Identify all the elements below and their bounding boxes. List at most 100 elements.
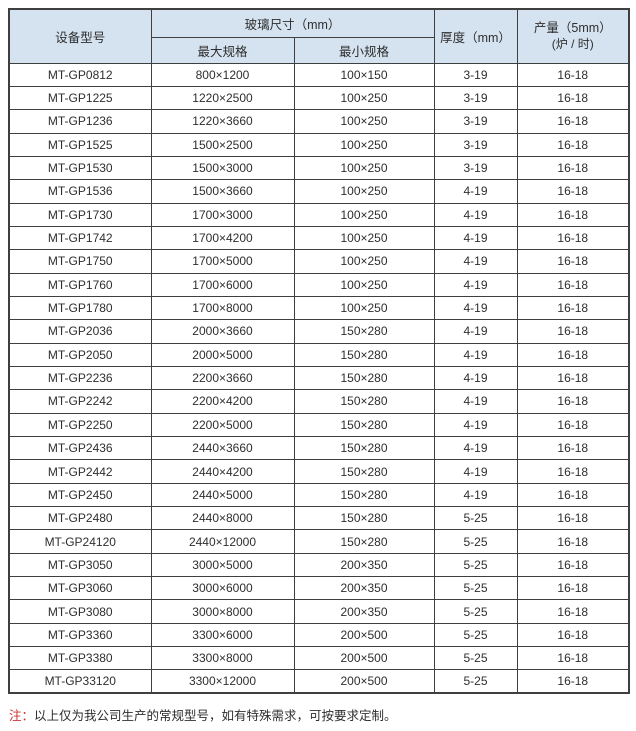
cell-model: MT-GP1236	[8, 109, 152, 134]
table-row: MT-GP1742 1700×4200 100×250 4-19 16-18	[8, 225, 630, 251]
cell-thickness: 5-25	[433, 506, 518, 531]
cell-min: 100×250	[293, 109, 435, 134]
cell-max: 2000×5000	[150, 342, 295, 367]
cell-min: 100×250	[293, 132, 435, 157]
cell-model: MT-GP1536	[8, 179, 152, 204]
cell-max: 800×1200	[150, 62, 295, 87]
cell-max: 1700×3000	[150, 202, 295, 227]
cell-thickness: 5-25	[433, 552, 518, 578]
cell-model: MT-GP1730	[8, 202, 152, 227]
cell-output: 16-18	[516, 109, 630, 134]
cell-min: 200×500	[293, 622, 435, 648]
cell-output: 16-18	[516, 132, 630, 157]
cell-min: 150×280	[293, 482, 435, 508]
cell-min: 100×150	[293, 62, 435, 87]
table-row: MT-GP0812 800×1200 100×150 3-19 16-18	[8, 62, 630, 87]
cell-max: 1220×2500	[150, 85, 295, 111]
cell-min: 150×280	[293, 459, 435, 484]
cell-output: 16-18	[516, 365, 630, 391]
table-row: MT-GP1536 1500×3660 100×250 4-19 16-18	[8, 179, 630, 204]
cell-min: 150×280	[293, 365, 435, 391]
cell-thickness: 5-25	[433, 529, 518, 554]
cell-output: 16-18	[516, 622, 630, 648]
cell-thickness: 4-19	[433, 412, 518, 438]
cell-max: 1500×2500	[150, 132, 295, 157]
cell-max: 1500×3660	[150, 179, 295, 204]
cell-min: 200×500	[293, 669, 435, 694]
cell-output: 16-18	[516, 249, 630, 274]
cell-thickness: 3-19	[433, 155, 518, 181]
cell-max: 1220×3660	[150, 109, 295, 134]
cell-model: MT-GP1225	[8, 85, 152, 111]
cell-thickness: 4-19	[433, 459, 518, 484]
cell-model: MT-GP1525	[8, 132, 152, 157]
table-body: MT-GP0812 800×1200 100×150 3-19 16-18 MT-GP12…	[8, 62, 630, 694]
table-row: MT-GP2050 2000×5000 150×280 4-19 16-18	[8, 342, 630, 367]
cell-thickness: 4-19	[433, 179, 518, 204]
cell-model: MT-GP2242	[8, 389, 152, 414]
cell-model: MT-GP2250	[8, 412, 152, 438]
cell-output: 16-18	[516, 155, 630, 181]
cell-model: MT-GP3050	[8, 552, 152, 578]
cell-model: MT-GP0812	[8, 62, 152, 87]
cell-model: MT-GP2436	[8, 435, 152, 461]
cell-thickness: 4-19	[433, 365, 518, 391]
cell-thickness: 4-19	[433, 435, 518, 461]
footnote-prefix: 注：	[9, 709, 35, 723]
cell-output: 16-18	[516, 62, 630, 87]
table-row: MT-GP2236 2200×3660 150×280 4-19 16-18	[8, 365, 630, 391]
cell-max: 2440×3660	[150, 435, 295, 461]
footnote: 注：以上仅为我公司生产的常规型号，如有特殊需求，可按要求定制。	[9, 705, 397, 724]
cell-thickness: 4-19	[433, 202, 518, 227]
cell-min: 100×250	[293, 295, 435, 321]
cell-max: 2200×5000	[150, 412, 295, 438]
cell-max: 2200×4200	[150, 389, 295, 414]
cell-model: MT-GP1780	[8, 295, 152, 321]
header-glass-size-group: 玻璃尺寸（mm）	[150, 8, 435, 38]
cell-model: MT-GP2036	[8, 319, 152, 344]
table-row: MT-GP1525 1500×2500 100×250 3-19 16-18	[8, 132, 630, 157]
cell-min: 100×250	[293, 155, 435, 181]
cell-max: 2440×4200	[150, 459, 295, 484]
cell-model: MT-GP2480	[8, 506, 152, 531]
cell-min: 200×350	[293, 599, 435, 624]
cell-output: 16-18	[516, 179, 630, 204]
cell-max: 2200×3660	[150, 365, 295, 391]
table-row: MT-GP2036 2000×3660 150×280 4-19 16-18	[8, 319, 630, 344]
cell-max: 3300×8000	[150, 646, 295, 671]
cell-min: 150×280	[293, 529, 435, 554]
cell-thickness: 3-19	[433, 62, 518, 87]
table-row: MT-GP1750 1700×5000 100×250 4-19 16-18	[8, 249, 630, 274]
header-thickness: 厚度（mm）	[433, 8, 518, 64]
cell-output: 16-18	[516, 459, 630, 484]
cell-output: 16-18	[516, 202, 630, 227]
cell-output: 16-18	[516, 506, 630, 531]
cell-model: MT-GP2236	[8, 365, 152, 391]
cell-min: 200×500	[293, 646, 435, 671]
table-row: MT-GP2480 2440×8000 150×280 5-25 16-18	[8, 506, 630, 531]
cell-output: 16-18	[516, 412, 630, 438]
cell-output: 16-18	[516, 435, 630, 461]
cell-max: 1700×6000	[150, 272, 295, 297]
table-row: MT-GP3050 3000×5000 200×350 5-25 16-18	[8, 552, 630, 578]
cell-min: 100×250	[293, 85, 435, 111]
cell-max: 3300×6000	[150, 622, 295, 648]
cell-thickness: 5-25	[433, 646, 518, 671]
cell-model: MT-GP1750	[8, 249, 152, 274]
table-row: MT-GP3360 3300×6000 200×500 5-25 16-18	[8, 622, 630, 648]
cell-min: 150×280	[293, 435, 435, 461]
header-output: 产量（5mm） (炉 / 时)	[516, 8, 630, 64]
cell-model: MT-GP2050	[8, 342, 152, 367]
table-row: MT-GP1530 1500×3000 100×250 3-19 16-18	[8, 155, 630, 181]
cell-model: MT-GP2442	[8, 459, 152, 484]
cell-max: 1500×3000	[150, 155, 295, 181]
cell-output: 16-18	[516, 295, 630, 321]
cell-min: 150×280	[293, 506, 435, 531]
cell-thickness: 4-19	[433, 249, 518, 274]
cell-max: 2440×5000	[150, 482, 295, 508]
cell-thickness: 5-25	[433, 576, 518, 601]
cell-output: 16-18	[516, 552, 630, 578]
header-min-spec: 最小规格	[293, 36, 435, 64]
cell-max: 3000×5000	[150, 552, 295, 578]
cell-min: 100×250	[293, 202, 435, 227]
